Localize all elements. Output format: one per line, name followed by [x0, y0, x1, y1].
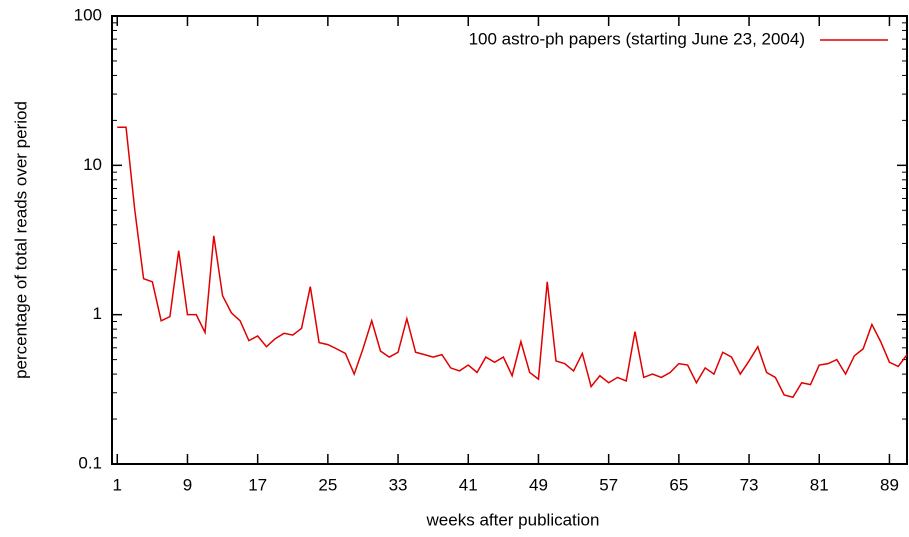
x-tick-label: 57: [599, 475, 618, 494]
x-tick-label: 1: [113, 475, 122, 494]
y-tick-label: 10: [83, 155, 102, 174]
x-tick-label: 49: [529, 475, 548, 494]
x-tick-label: 89: [880, 475, 899, 494]
y-tick-label: 1: [93, 304, 102, 323]
x-tick-label: 65: [669, 475, 688, 494]
plot-frame: [111, 15, 908, 465]
x-tick-label: 17: [248, 475, 267, 494]
legend-label: 100 astro-ph papers (starting June 23, 2…: [469, 29, 805, 48]
data-line: [117, 126, 908, 399]
x-tick-label: 25: [318, 475, 337, 494]
x-tick-label: 9: [183, 475, 192, 494]
x-tick-label: 33: [389, 475, 408, 494]
x-tick-label: 41: [459, 475, 478, 494]
y-tick-label: 0.1: [78, 453, 102, 472]
x-axis-label: weeks after publication: [426, 510, 600, 529]
y-tick-label: 100: [74, 5, 102, 24]
y-axis-label: percentage of total reads over period: [11, 101, 30, 379]
x-tick-label: 81: [810, 475, 829, 494]
x-tick-label: 73: [740, 475, 759, 494]
